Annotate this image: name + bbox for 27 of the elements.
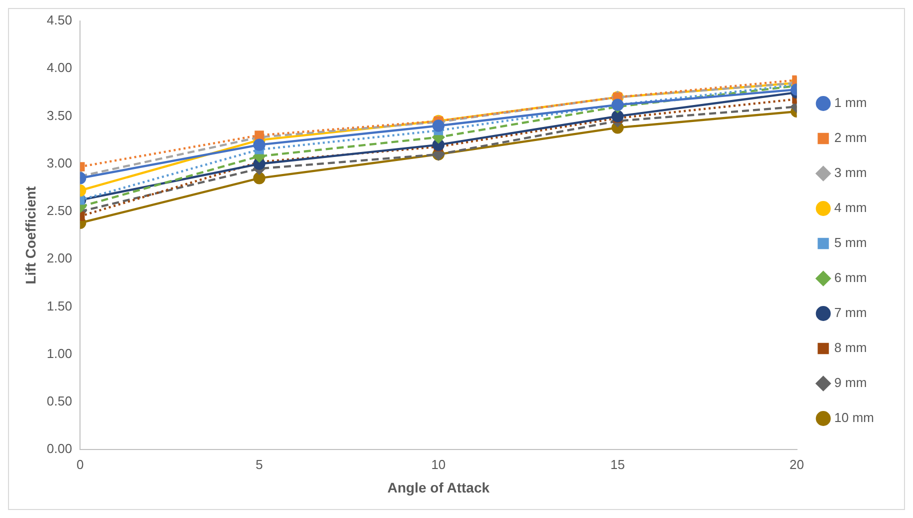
y-tick-label: 4.00 <box>46 60 72 76</box>
x-tick-label: 5 <box>256 456 263 472</box>
legend-label: 1 mm <box>834 95 867 110</box>
legend-label: 9 mm <box>834 375 867 390</box>
y-tick-label: 1.50 <box>46 298 72 314</box>
legend-label: 3 mm <box>834 165 867 180</box>
x-tick-label: 20 <box>790 456 804 472</box>
legend-label: 6 mm <box>834 270 867 286</box>
y-tick-label: 2.00 <box>46 250 72 266</box>
x-tick-label: 0 <box>76 456 84 472</box>
legend-label: 5 mm <box>834 235 867 250</box>
x-tick-label: 10 <box>431 456 446 472</box>
y-tick-label: 3.50 <box>46 108 72 123</box>
x-axis-title: Angle of Attack <box>387 479 490 496</box>
legend-label: 10 mm <box>834 410 874 426</box>
y-axis-title: Lift Coefficient <box>22 186 38 284</box>
y-tick-label: 4.50 <box>46 12 72 28</box>
legend-label: 2 mm <box>834 130 867 146</box>
legend-label: 7 mm <box>834 305 867 320</box>
legend-label: 4 mm <box>834 200 867 216</box>
y-tick-label: 1.00 <box>46 346 72 361</box>
y-tick-label: 0.00 <box>46 441 72 456</box>
y-tick-label: 3.00 <box>46 155 72 170</box>
y-tick-label: 0.50 <box>46 394 72 409</box>
legend-label: 8 mm <box>834 340 867 356</box>
y-tick-label: 2.50 <box>46 203 72 218</box>
x-tick-label: 15 <box>610 456 625 472</box>
